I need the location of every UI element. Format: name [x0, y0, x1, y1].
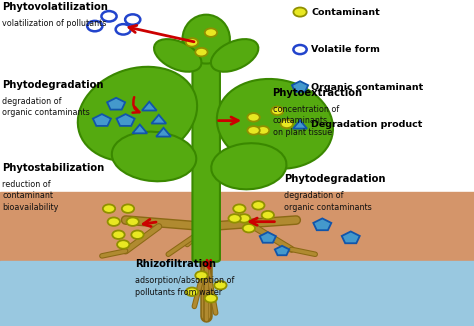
- Polygon shape: [260, 232, 276, 243]
- Text: reduction of
contaminant
bioavailability: reduction of contaminant bioavailability: [2, 180, 59, 212]
- Circle shape: [252, 201, 264, 210]
- Text: degradation of
organic contaminants: degradation of organic contaminants: [284, 191, 372, 212]
- Polygon shape: [156, 128, 171, 137]
- Circle shape: [257, 126, 269, 135]
- Circle shape: [205, 294, 217, 303]
- Polygon shape: [142, 102, 157, 111]
- Circle shape: [122, 204, 134, 213]
- Circle shape: [214, 281, 227, 289]
- Polygon shape: [117, 114, 135, 126]
- Circle shape: [116, 24, 131, 35]
- Circle shape: [108, 217, 120, 226]
- Circle shape: [103, 204, 115, 213]
- Circle shape: [131, 230, 144, 239]
- Polygon shape: [93, 114, 111, 126]
- Ellipse shape: [112, 132, 196, 181]
- Polygon shape: [132, 125, 147, 133]
- Circle shape: [247, 113, 260, 122]
- Circle shape: [186, 288, 198, 296]
- Text: Contaminant: Contaminant: [311, 7, 380, 17]
- Text: Rhizofiltration: Rhizofiltration: [135, 259, 216, 269]
- Text: Phytostabilization: Phytostabilization: [2, 163, 105, 173]
- Bar: [0, 192, 474, 261]
- Text: Phytodegradation: Phytodegradation: [284, 174, 386, 185]
- Circle shape: [243, 224, 255, 232]
- Text: Organic contaminant: Organic contaminant: [311, 82, 424, 92]
- Circle shape: [127, 217, 139, 226]
- Ellipse shape: [217, 79, 333, 169]
- Circle shape: [112, 230, 125, 239]
- Circle shape: [262, 211, 274, 219]
- Circle shape: [195, 271, 208, 280]
- Text: volatilization of pollutants: volatilization of pollutants: [2, 19, 107, 28]
- Text: concentration of
contaminants
on plant tissue: concentration of contaminants on plant t…: [273, 105, 339, 137]
- Ellipse shape: [211, 143, 286, 189]
- Circle shape: [186, 38, 198, 47]
- Text: Degradation product: Degradation product: [311, 120, 423, 129]
- Ellipse shape: [211, 39, 258, 72]
- Circle shape: [247, 126, 260, 135]
- Circle shape: [271, 107, 283, 115]
- Circle shape: [281, 120, 293, 128]
- Polygon shape: [275, 246, 289, 255]
- Text: Phytovolatilization: Phytovolatilization: [2, 2, 108, 12]
- Circle shape: [233, 204, 246, 213]
- Circle shape: [101, 11, 117, 22]
- Text: Volatile form: Volatile form: [311, 45, 380, 54]
- Circle shape: [117, 240, 129, 249]
- Polygon shape: [292, 81, 308, 92]
- Circle shape: [228, 214, 241, 223]
- Polygon shape: [151, 115, 166, 124]
- Text: Phytodegradation: Phytodegradation: [2, 80, 104, 90]
- FancyBboxPatch shape: [192, 32, 220, 262]
- Polygon shape: [107, 98, 125, 110]
- Circle shape: [205, 28, 217, 37]
- Circle shape: [87, 21, 102, 31]
- Polygon shape: [313, 218, 331, 230]
- Circle shape: [293, 7, 307, 17]
- Ellipse shape: [78, 67, 197, 161]
- Ellipse shape: [154, 39, 201, 72]
- Text: degradation of
organic contaminants: degradation of organic contaminants: [2, 97, 90, 117]
- Bar: [0, 0, 474, 192]
- Circle shape: [195, 48, 208, 56]
- Circle shape: [125, 14, 140, 25]
- Polygon shape: [293, 120, 307, 129]
- Bar: [0, 261, 474, 326]
- Circle shape: [293, 45, 307, 54]
- Text: Phytoextraction: Phytoextraction: [273, 88, 363, 98]
- Polygon shape: [342, 231, 360, 243]
- Ellipse shape: [182, 15, 230, 64]
- Circle shape: [238, 214, 250, 223]
- Text: adsorption/absorption of
pollutants from water: adsorption/absorption of pollutants from…: [135, 276, 235, 297]
